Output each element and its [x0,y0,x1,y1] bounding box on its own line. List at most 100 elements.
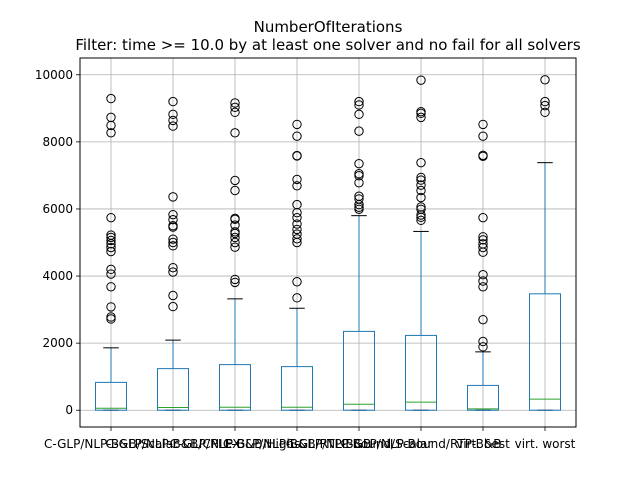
outlier-point [416,204,426,214]
outlier-point [292,277,302,287]
outlier-point [230,175,240,186]
outlier-point [106,264,116,275]
outlier-point [292,234,302,244]
plot-frame [79,57,577,428]
outlier-point [106,269,116,279]
outlier-point [106,312,116,322]
outlier-point [478,314,488,325]
outlier-point [540,96,550,107]
x-tick-label: C-GLP/NLP-B&B/RTP-B&B [223,437,371,451]
outlier-point [478,232,488,242]
outlier-point [230,237,240,248]
outlier-point [416,112,426,123]
outlier-point [168,234,178,244]
box-iqr [281,366,313,411]
outlier-point [168,192,178,202]
outlier-point [540,107,550,118]
outlier-point [106,242,116,253]
outlier-point [168,290,178,301]
outlier-point [292,219,302,229]
outlier-point [106,93,116,104]
outlier-point [168,221,178,231]
outlier-point [292,131,302,141]
outlier-point [168,115,178,126]
outlier-point [230,128,240,138]
outlier-point [230,274,240,285]
outlier-point [106,112,116,123]
x-tick-label: C-GLP/NLP-B&B/CPLEX [106,437,241,451]
outlier-point [230,227,240,237]
outlier-point [478,119,488,130]
outlier-point [292,224,302,235]
outlier-point [354,100,364,110]
outlier-point [478,282,488,292]
outlier-point [416,180,426,190]
outlier-point [230,277,240,288]
outlier-point [416,175,426,185]
outlier-point [292,150,302,161]
outlier-point [106,230,116,240]
outlier-point [168,267,178,277]
outlier-point [478,342,488,352]
outlier-point [478,276,488,286]
box-iqr [219,364,251,411]
y-tick-label: 2000 [42,336,73,350]
outlier-point [416,106,426,117]
outlier-point [354,178,364,188]
box-iqr [343,330,375,411]
outlier-point [478,242,488,253]
outlier-point [354,191,364,201]
outlier-point [106,128,116,138]
y-tick-label: 0 [65,403,73,417]
x-tick-label: C-GLP/NLP-B&B/Highs [170,437,301,451]
outlier-point [354,96,364,107]
outlier-point [478,131,488,141]
y-tick-label: 4000 [42,269,73,283]
outlier-point [416,202,426,212]
outlier-point [230,185,240,196]
outlier-point [168,214,178,225]
outlier-point [416,192,426,203]
outlier-point [292,181,302,191]
x-tick-label: C-GLP/NLP-Bound/RTP-B&B [341,437,502,451]
outlier-point [230,107,240,118]
outlier-point [478,239,488,249]
outlier-point [416,185,426,196]
x-tick-label: C-GLP/NLP-Bound/Scalar [286,437,433,451]
outlier-point [230,242,240,252]
x-tick-label: virt. best [456,437,510,451]
outlier-point [106,212,116,223]
outlier-point [106,232,116,243]
outlier-point [292,212,302,223]
outlier-point [168,262,178,273]
chart-subtitle: Filter: time >= 10.0 by at least one sol… [75,36,581,54]
box-layer [95,75,561,411]
outlier-point [168,237,178,248]
outlier-point [354,169,364,179]
outlier-point [478,235,488,245]
x-tick-label: virt. worst [515,437,576,451]
outlier-point [230,213,240,224]
y-tick-label: 10000 [35,68,73,82]
y-tick-label: 6000 [42,202,73,216]
y-tick-label: 8000 [42,135,73,149]
box-iqr [157,368,189,411]
outlier-point [106,235,116,246]
axis-layer: 0 2000 4000 6000 8000 10000 C-GLP/NLP-B&B/Scal… [35,68,576,451]
outlier-point [478,270,488,280]
outlier-point [354,158,364,169]
outlier-point [168,121,178,131]
outlier-point [292,174,302,185]
outlier-point [168,109,178,120]
outlier-point [416,172,426,183]
outlier-point [478,336,488,347]
outlier-point [540,75,550,85]
box-iqr [405,334,437,411]
outlier-point [416,75,426,85]
chart-title: NumberOfIterations [254,18,403,36]
box-iqr [529,293,561,411]
outlier-point [230,232,240,243]
outlier-point [230,220,240,230]
box-iqr [467,384,499,411]
